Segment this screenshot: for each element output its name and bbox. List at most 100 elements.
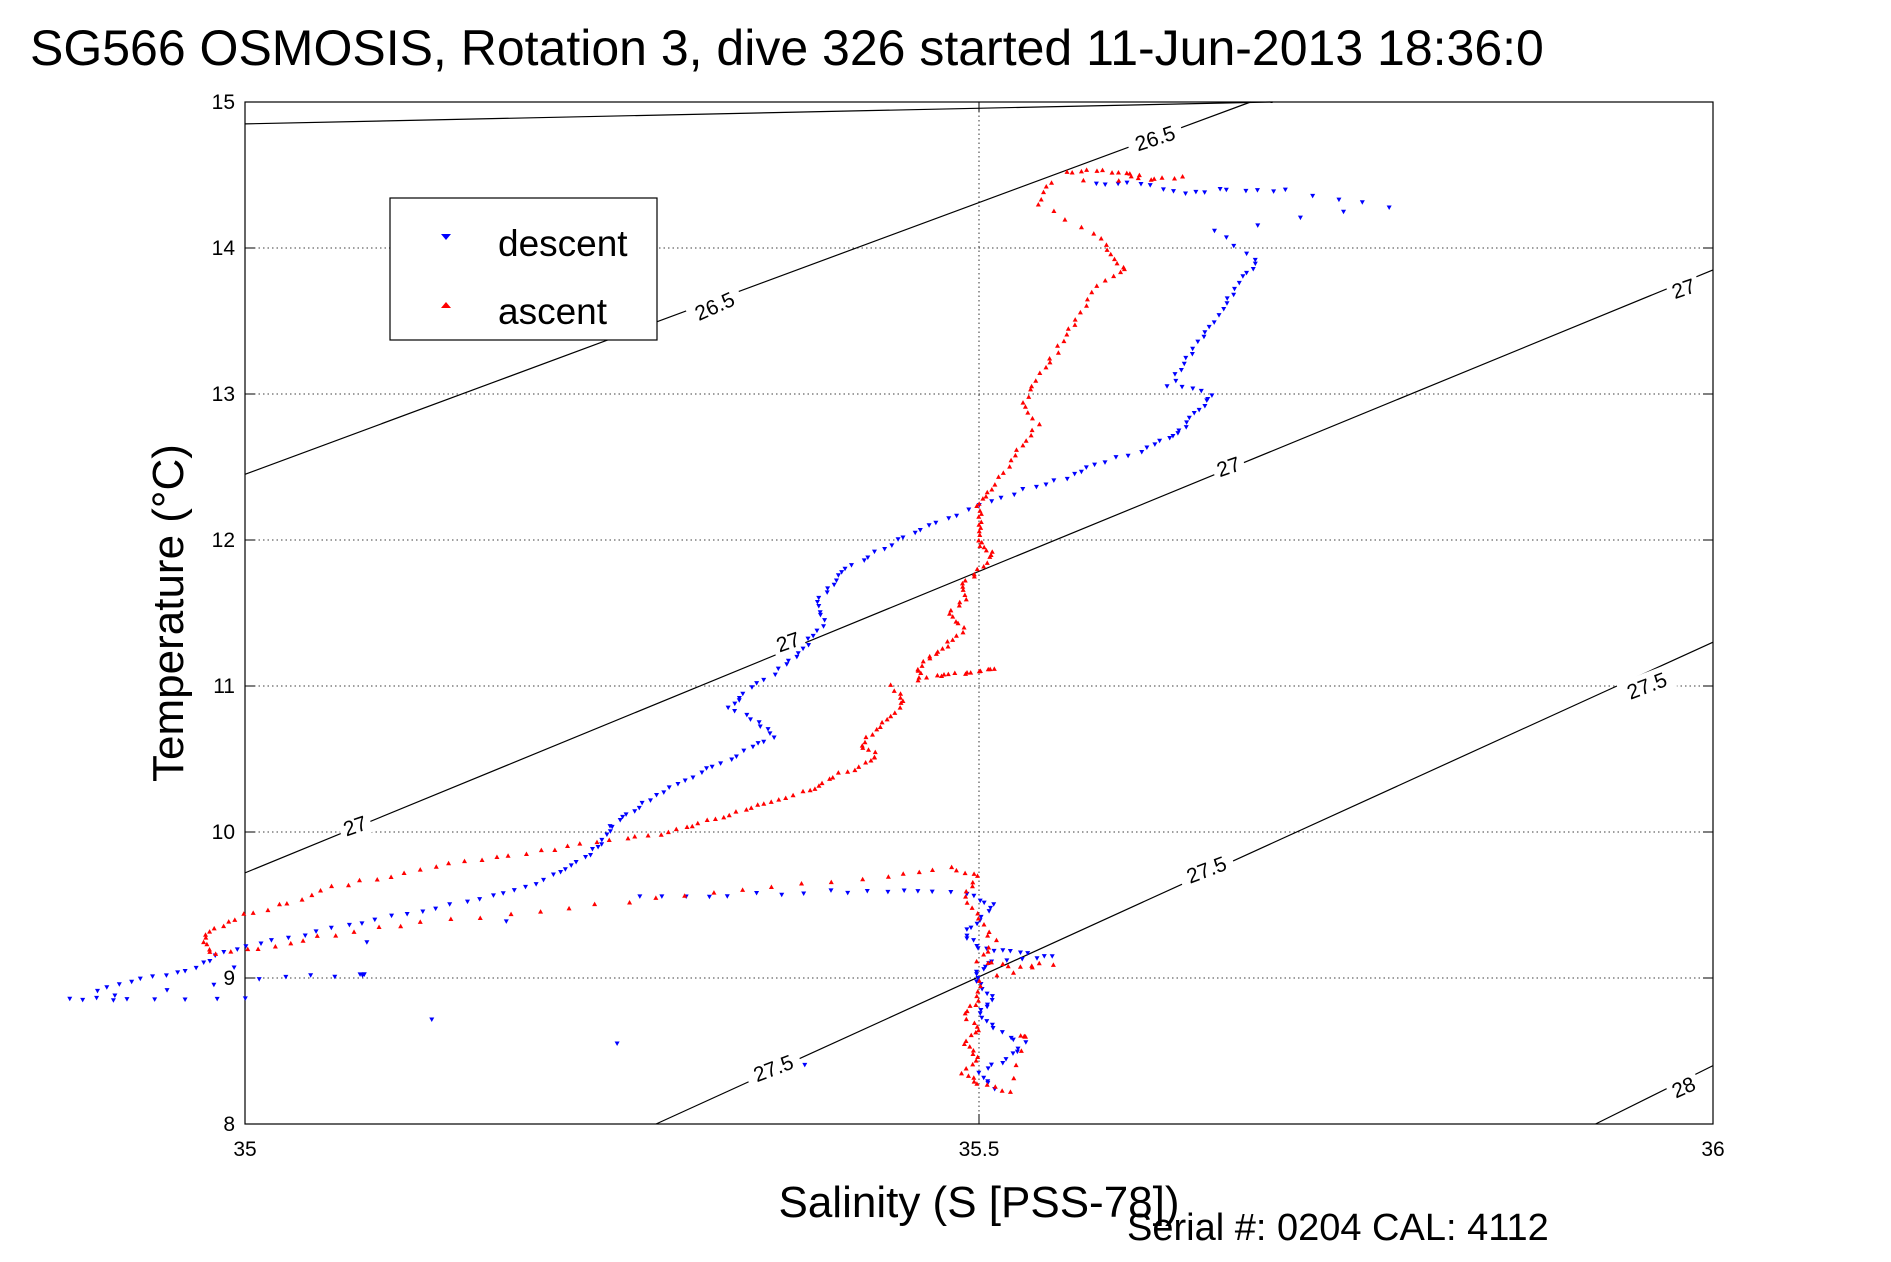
ascent-point	[538, 909, 544, 914]
ascent-point	[552, 847, 558, 853]
ascent-point	[949, 864, 955, 870]
descent-point	[1139, 449, 1145, 455]
ascent-point	[255, 946, 261, 952]
ascent-point	[1000, 961, 1006, 966]
ascent-point	[1064, 332, 1070, 337]
descent-point	[302, 933, 308, 938]
descent-point	[889, 543, 895, 548]
ascent-point	[704, 817, 710, 822]
descent-point	[971, 938, 977, 943]
descent-point	[785, 658, 791, 664]
descent-point	[984, 1004, 990, 1010]
ascent-point	[250, 910, 256, 915]
descent-point	[756, 720, 762, 725]
ascent-point	[950, 637, 956, 642]
ascent-point	[1018, 1033, 1024, 1038]
descent-point	[900, 535, 906, 540]
descent-point	[755, 741, 761, 746]
ascent-point	[962, 577, 968, 583]
y-tick-label: 11	[213, 675, 235, 698]
ascent-point	[1135, 175, 1141, 181]
descent-point	[814, 628, 820, 634]
descent-point	[982, 964, 988, 970]
descent-point	[533, 882, 539, 887]
descent-point	[784, 662, 790, 667]
descent-point	[639, 800, 645, 806]
contour-label-bg	[683, 283, 745, 328]
ascent-point	[1069, 169, 1075, 175]
descent-point	[801, 891, 807, 897]
descent-point	[1007, 948, 1013, 954]
descent-point	[1157, 438, 1163, 444]
ascent-point	[448, 916, 454, 922]
ascent-point	[228, 949, 234, 954]
descent-point	[744, 712, 750, 718]
ascent-point	[477, 915, 483, 921]
ascent-point	[201, 939, 207, 945]
ascent-point	[961, 624, 967, 630]
ascent-point	[1007, 464, 1013, 469]
ascent-point	[1036, 960, 1042, 966]
descent-point	[503, 919, 509, 924]
ascent-point	[1112, 256, 1118, 262]
descent-point	[1190, 386, 1196, 392]
ascent-point	[505, 853, 511, 858]
descent-point	[794, 654, 800, 660]
ascent-point	[1022, 404, 1028, 409]
ascent-point	[1102, 277, 1108, 283]
ascent-point	[975, 873, 981, 878]
ascent-point	[807, 787, 813, 793]
ascent-point	[976, 522, 982, 527]
descent-point	[637, 894, 643, 899]
ascent-point	[868, 757, 874, 763]
descent-point	[112, 993, 118, 998]
descent-point	[975, 946, 981, 951]
descent-point	[989, 499, 995, 504]
descent-point	[1025, 951, 1031, 956]
ascent-point	[1094, 283, 1100, 288]
descent-point	[981, 900, 987, 906]
ascent-point	[945, 671, 951, 677]
descent-point	[1193, 189, 1199, 195]
ascent-point	[1072, 322, 1078, 327]
descent-point	[599, 837, 605, 843]
descent-point	[978, 914, 984, 920]
descent-point	[231, 965, 237, 970]
descent-point	[771, 735, 777, 740]
ascent-point	[768, 799, 774, 804]
descent-point	[1297, 215, 1303, 221]
ascent-point	[1111, 273, 1117, 279]
descent-point	[1152, 442, 1158, 447]
descent-point	[201, 960, 207, 966]
ascent-point	[388, 874, 394, 879]
descent-point	[211, 982, 217, 988]
y-tick-label: 9	[223, 967, 235, 990]
descent-point	[761, 677, 767, 683]
ascent-point	[977, 508, 983, 513]
ascent-point	[978, 519, 984, 524]
ascent-point	[856, 764, 862, 769]
descent-point	[268, 938, 274, 943]
ascent-point	[211, 925, 217, 931]
ascent-point	[860, 745, 866, 750]
ascent-point	[523, 851, 529, 856]
descent-point	[1202, 190, 1208, 195]
descent-point	[981, 967, 987, 972]
ascent-point	[1008, 457, 1014, 463]
descent-point	[420, 909, 426, 915]
contour-label-bg	[1209, 449, 1248, 483]
descent-point	[966, 507, 972, 512]
descent-point	[1198, 388, 1204, 394]
descent-point	[558, 870, 564, 875]
ascent-point	[830, 775, 836, 780]
ascent-point	[203, 932, 209, 937]
descent-point	[1167, 436, 1173, 441]
descent-point	[839, 570, 845, 575]
ascent-point	[819, 780, 825, 786]
serial-cal-note: Serial #: 0204 CAL: 4112	[1127, 1207, 1549, 1249]
descent-point	[1184, 420, 1190, 425]
ascent-point	[1012, 452, 1018, 458]
ascent-point	[374, 876, 380, 882]
descent-point	[523, 884, 529, 890]
ascent-point	[927, 653, 933, 659]
